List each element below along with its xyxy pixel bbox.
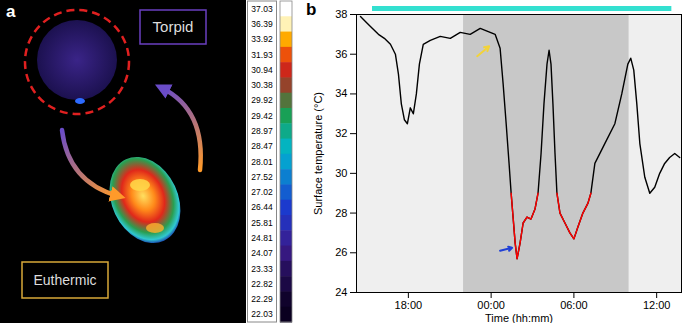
svg-text:24.07: 24.07 <box>251 248 273 258</box>
svg-text:28.01: 28.01 <box>251 157 273 167</box>
svg-text:22.82: 22.82 <box>251 279 273 289</box>
svg-text:22.03: 22.03 <box>251 309 273 319</box>
svg-text:Surface temperature (°C): Surface temperature (°C) <box>312 92 324 215</box>
svg-text:38: 38 <box>335 8 347 20</box>
svg-text:28: 28 <box>335 207 347 219</box>
svg-text:30.38: 30.38 <box>251 80 273 90</box>
svg-text:Euthermic: Euthermic <box>33 272 96 288</box>
svg-text:29.42: 29.42 <box>251 111 273 121</box>
svg-text:36.39: 36.39 <box>251 19 273 29</box>
svg-text:28.97: 28.97 <box>251 126 273 136</box>
svg-text:Torpid: Torpid <box>153 18 194 35</box>
svg-text:29.92: 29.92 <box>251 95 273 105</box>
svg-text:31.93: 31.93 <box>251 50 273 60</box>
svg-text:06:00: 06:00 <box>560 299 588 311</box>
svg-text:27.02: 27.02 <box>251 187 273 197</box>
svg-text:26.44: 26.44 <box>251 202 273 212</box>
svg-text:34: 34 <box>335 87 347 99</box>
svg-text:37.03: 37.03 <box>251 4 273 14</box>
svg-text:30.94: 30.94 <box>251 65 273 75</box>
html-text:b: b <box>306 0 317 19</box>
svg-text:00:00: 00:00 <box>477 299 505 311</box>
svg-text:a: a <box>6 2 16 21</box>
svg-text:33.92: 33.92 <box>251 34 273 44</box>
svg-text:12:00: 12:00 <box>643 299 671 311</box>
svg-text:32: 32 <box>335 127 347 139</box>
svg-text:27.52: 27.52 <box>251 172 273 182</box>
svg-text:30: 30 <box>335 167 347 179</box>
svg-text:22.29: 22.29 <box>251 294 273 304</box>
svg-text:18:00: 18:00 <box>395 299 423 311</box>
svg-text:Time (hh:mm): Time (hh:mm) <box>485 312 553 323</box>
svg-text:25.81: 25.81 <box>251 218 273 228</box>
svg-text:36: 36 <box>335 48 347 60</box>
svg-text:28.47: 28.47 <box>251 141 273 151</box>
svg-text:23.33: 23.33 <box>251 264 273 274</box>
svg-text:24.81: 24.81 <box>251 233 273 243</box>
svg-text:26: 26 <box>335 246 347 258</box>
svg-text:24: 24 <box>335 286 347 298</box>
